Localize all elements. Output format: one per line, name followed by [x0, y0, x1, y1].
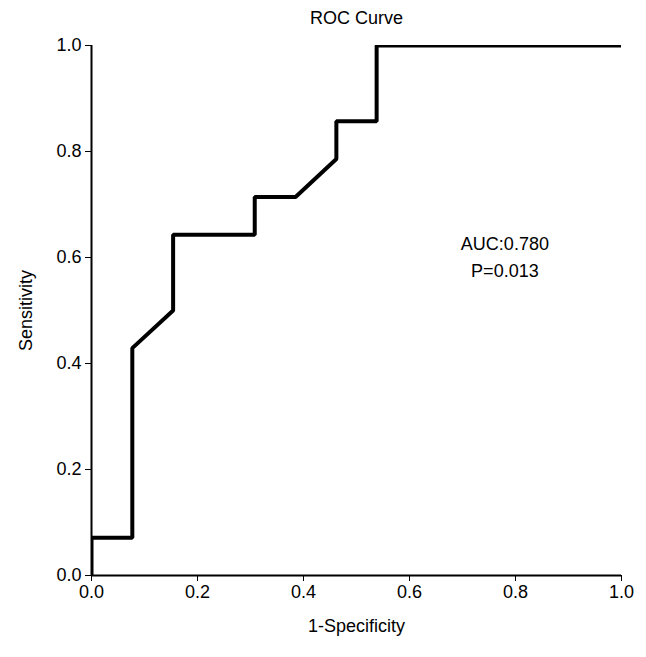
svg-text:0.0: 0.0 — [56, 565, 81, 585]
svg-text:Sensitivity: Sensitivity — [16, 270, 36, 351]
svg-text:1.0: 1.0 — [56, 35, 81, 55]
svg-text:0.6: 0.6 — [56, 247, 81, 267]
svg-text:1.0: 1.0 — [609, 582, 634, 602]
svg-text:0.4: 0.4 — [56, 353, 81, 373]
svg-text:P=0.013: P=0.013 — [471, 261, 539, 281]
svg-text:0.0: 0.0 — [79, 582, 104, 602]
svg-text:1-Specificity: 1-Specificity — [308, 616, 405, 636]
svg-text:0.6: 0.6 — [397, 582, 422, 602]
svg-text:0.8: 0.8 — [56, 141, 81, 161]
svg-text:0.4: 0.4 — [291, 582, 316, 602]
svg-text:ROC Curve: ROC Curve — [310, 8, 403, 28]
svg-text:0.2: 0.2 — [56, 459, 81, 479]
svg-text:AUC:0.780: AUC:0.780 — [461, 234, 549, 254]
svg-text:0.8: 0.8 — [503, 582, 528, 602]
svg-text:0.2: 0.2 — [185, 582, 210, 602]
